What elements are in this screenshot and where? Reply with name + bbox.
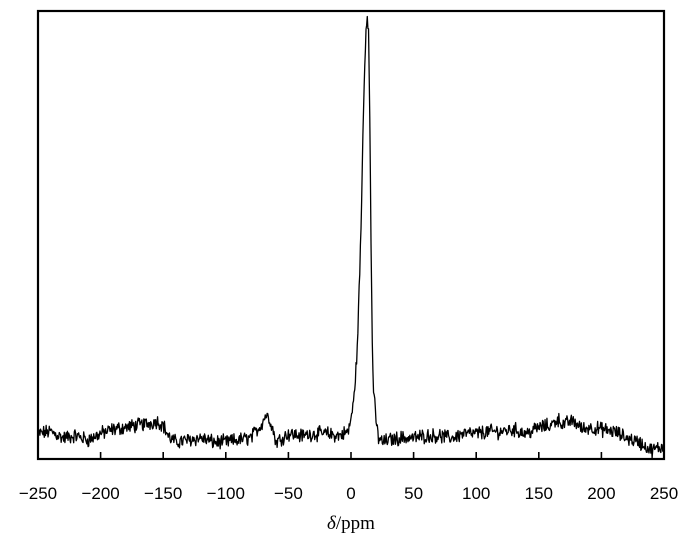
x-axis-title: δ/ppm — [327, 513, 375, 534]
spectrum-line — [37, 15, 665, 459]
x-tick-label: 100 — [462, 484, 490, 503]
x-axis-tick-labels: −250 −200 −150 −100 −50 0 50 100 150 200 250 — [19, 484, 678, 503]
x-tick-label: 50 — [404, 484, 423, 503]
x-tick-label: 250 — [650, 484, 678, 503]
x-tick-label: −150 — [144, 484, 182, 503]
x-tick-label: 150 — [525, 484, 553, 503]
x-axis-title-symbol: δ — [327, 513, 337, 534]
x-tick-label: 0 — [346, 484, 355, 503]
x-tick-label: −100 — [207, 484, 245, 503]
x-tick-label: −50 — [274, 484, 303, 503]
x-tick-label: 200 — [587, 484, 615, 503]
x-axis-title-unit: /ppm — [336, 513, 375, 534]
x-tick-label: −250 — [19, 484, 57, 503]
plot-frame — [36, 9, 666, 461]
x-tick-label: −200 — [81, 484, 119, 503]
